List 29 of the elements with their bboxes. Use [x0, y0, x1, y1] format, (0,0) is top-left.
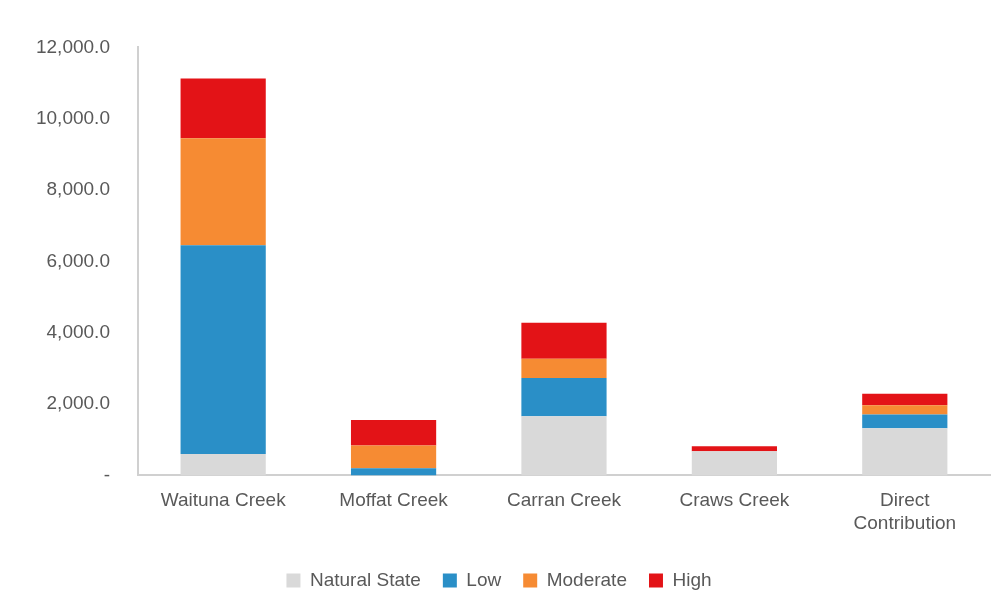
y-tick-label: 8,000.0 — [46, 178, 110, 200]
bar — [862, 414, 948, 429]
bar — [862, 405, 948, 415]
y-tick-label: 10,000.0 — [35, 106, 110, 128]
bar — [691, 446, 777, 452]
x-tick-label: Direct Contribution — [853, 489, 957, 533]
bar — [521, 322, 607, 359]
bar — [521, 358, 607, 379]
legend-label: Moderate — [546, 568, 627, 590]
bar — [180, 78, 266, 139]
legend-label: High — [672, 568, 712, 590]
y-tick-label: 2,000.0 — [46, 392, 110, 414]
bar — [180, 245, 266, 454]
x-tick-label: Waituna Creek — [160, 489, 287, 511]
bar — [521, 378, 607, 417]
y-tick-label: - — [103, 463, 110, 485]
y-tick-label: 12,000.0 — [35, 35, 110, 57]
y-tick-label: 4,000.0 — [46, 320, 110, 342]
bar — [350, 445, 437, 469]
bar — [350, 468, 437, 476]
bar — [180, 138, 266, 246]
bar — [862, 393, 948, 406]
legend-label: Natural State — [309, 568, 421, 590]
legend-label: Low — [466, 568, 502, 590]
y-tick-label: 6,000.0 — [46, 249, 110, 271]
x-tick-label: Craws Creek — [679, 489, 790, 511]
x-tick-label: Moffat Creek — [339, 489, 449, 511]
bar — [350, 420, 437, 446]
x-tick-label: Carran Creek — [506, 489, 622, 511]
